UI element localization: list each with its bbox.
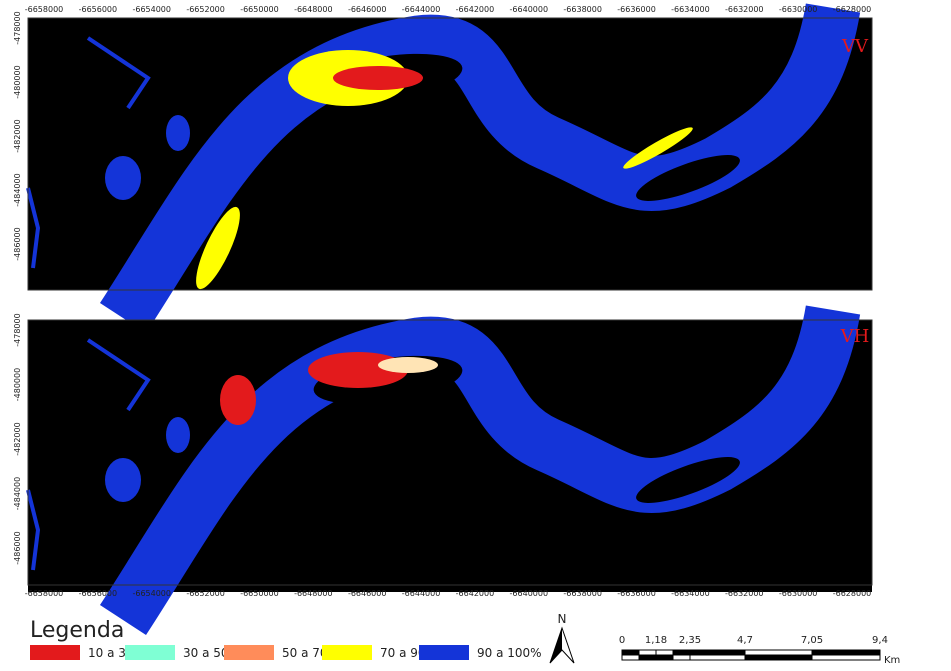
y-tick-label: -486000 xyxy=(13,531,22,564)
x-tick-label: -6644000 xyxy=(402,5,441,14)
x-tick-label: -6654000 xyxy=(132,5,171,14)
scale-seg xyxy=(673,655,690,660)
y-tick-label: -486000 xyxy=(13,227,22,260)
x-tick-label: -6630000 xyxy=(779,5,818,14)
scale-seg xyxy=(812,655,880,660)
scale-label: 2,35 xyxy=(679,635,701,646)
x-tick-label: -6632000 xyxy=(725,589,764,598)
y-tick-label: -482000 xyxy=(13,119,22,152)
scale-label: 1,18 xyxy=(645,635,667,646)
y-tick-label: -478000 xyxy=(13,313,22,346)
scale-seg xyxy=(656,655,673,660)
scale-seg xyxy=(673,650,690,655)
scale-label: 4,7 xyxy=(737,635,753,646)
x-tick-label: -6642000 xyxy=(456,589,495,598)
x-tick-label: -6636000 xyxy=(617,5,656,14)
scale-label: 9,4 xyxy=(872,635,888,646)
x-tick-label: -6648000 xyxy=(294,5,333,14)
x-tick-label: -6658000 xyxy=(25,589,64,598)
scale-seg xyxy=(639,650,656,655)
x-tick-label: -6646000 xyxy=(348,5,387,14)
x-tick-label: -6650000 xyxy=(240,589,279,598)
x-tick-label: -6644000 xyxy=(402,589,441,598)
x-tick-label: -6628000 xyxy=(833,5,872,14)
x-tick-label: -6658000 xyxy=(25,5,64,14)
scale-seg xyxy=(690,655,745,660)
scale-seg xyxy=(745,650,812,655)
y-tick-label: -480000 xyxy=(13,65,22,98)
scale-seg xyxy=(622,655,639,660)
panel-vh-map xyxy=(28,310,872,620)
legend-swatch xyxy=(30,645,80,660)
x-tick-label: -6654000 xyxy=(132,589,171,598)
x-tick-label: -6636000 xyxy=(617,589,656,598)
scale-unit: Km xyxy=(884,655,900,666)
x-tick-label: -6648000 xyxy=(294,589,333,598)
scale-seg xyxy=(690,650,745,655)
x-tick-label: -6640000 xyxy=(510,5,549,14)
scale-seg xyxy=(656,650,673,655)
scale-seg xyxy=(622,650,639,655)
legend-swatch xyxy=(419,645,469,660)
legend-swatch xyxy=(125,645,175,660)
x-tick-label: -6638000 xyxy=(563,5,602,14)
x-tick-label: -6656000 xyxy=(79,589,118,598)
y-tick-label: -484000 xyxy=(13,173,22,206)
x-tick-label: -6640000 xyxy=(510,589,549,598)
panel-label: VV xyxy=(841,36,869,57)
north-label: N xyxy=(558,612,567,626)
x-tick-label: -6638000 xyxy=(563,589,602,598)
y-tick-label: -482000 xyxy=(13,422,22,455)
y-tick-label: -480000 xyxy=(13,368,22,401)
x-tick-label: -6652000 xyxy=(186,5,225,14)
x-tick-label: -6634000 xyxy=(671,5,710,14)
x-tick-label: -6630000 xyxy=(779,589,818,598)
x-tick-label: -6634000 xyxy=(671,589,710,598)
x-tick-label: -6646000 xyxy=(348,589,387,598)
legend-swatch xyxy=(224,645,274,660)
x-tick-label: -6656000 xyxy=(79,5,118,14)
scale-label: 7,05 xyxy=(801,635,823,646)
map-page: VV VH Legenda N Km -6658000 -6658000 -6656… xyxy=(0,0,951,671)
x-tick-label: -6650000 xyxy=(240,5,279,14)
x-tick-label: -6632000 xyxy=(725,5,764,14)
legend-title: Legenda xyxy=(30,618,124,643)
x-tick-label: -6628000 xyxy=(833,589,872,598)
scale-seg xyxy=(812,650,880,655)
y-tick-label: -484000 xyxy=(13,477,22,510)
panel-label: VH xyxy=(840,326,870,347)
y-tick-label: -478000 xyxy=(13,11,22,44)
scale-seg xyxy=(639,655,656,660)
panel-vv-map xyxy=(28,8,872,318)
legend-label: 90 a 100% xyxy=(477,646,542,660)
scale-label: 0 xyxy=(619,635,625,646)
scale-seg xyxy=(745,655,812,660)
x-tick-label: -6652000 xyxy=(186,589,225,598)
x-tick-label: -6642000 xyxy=(456,5,495,14)
legend-swatch xyxy=(322,645,372,660)
